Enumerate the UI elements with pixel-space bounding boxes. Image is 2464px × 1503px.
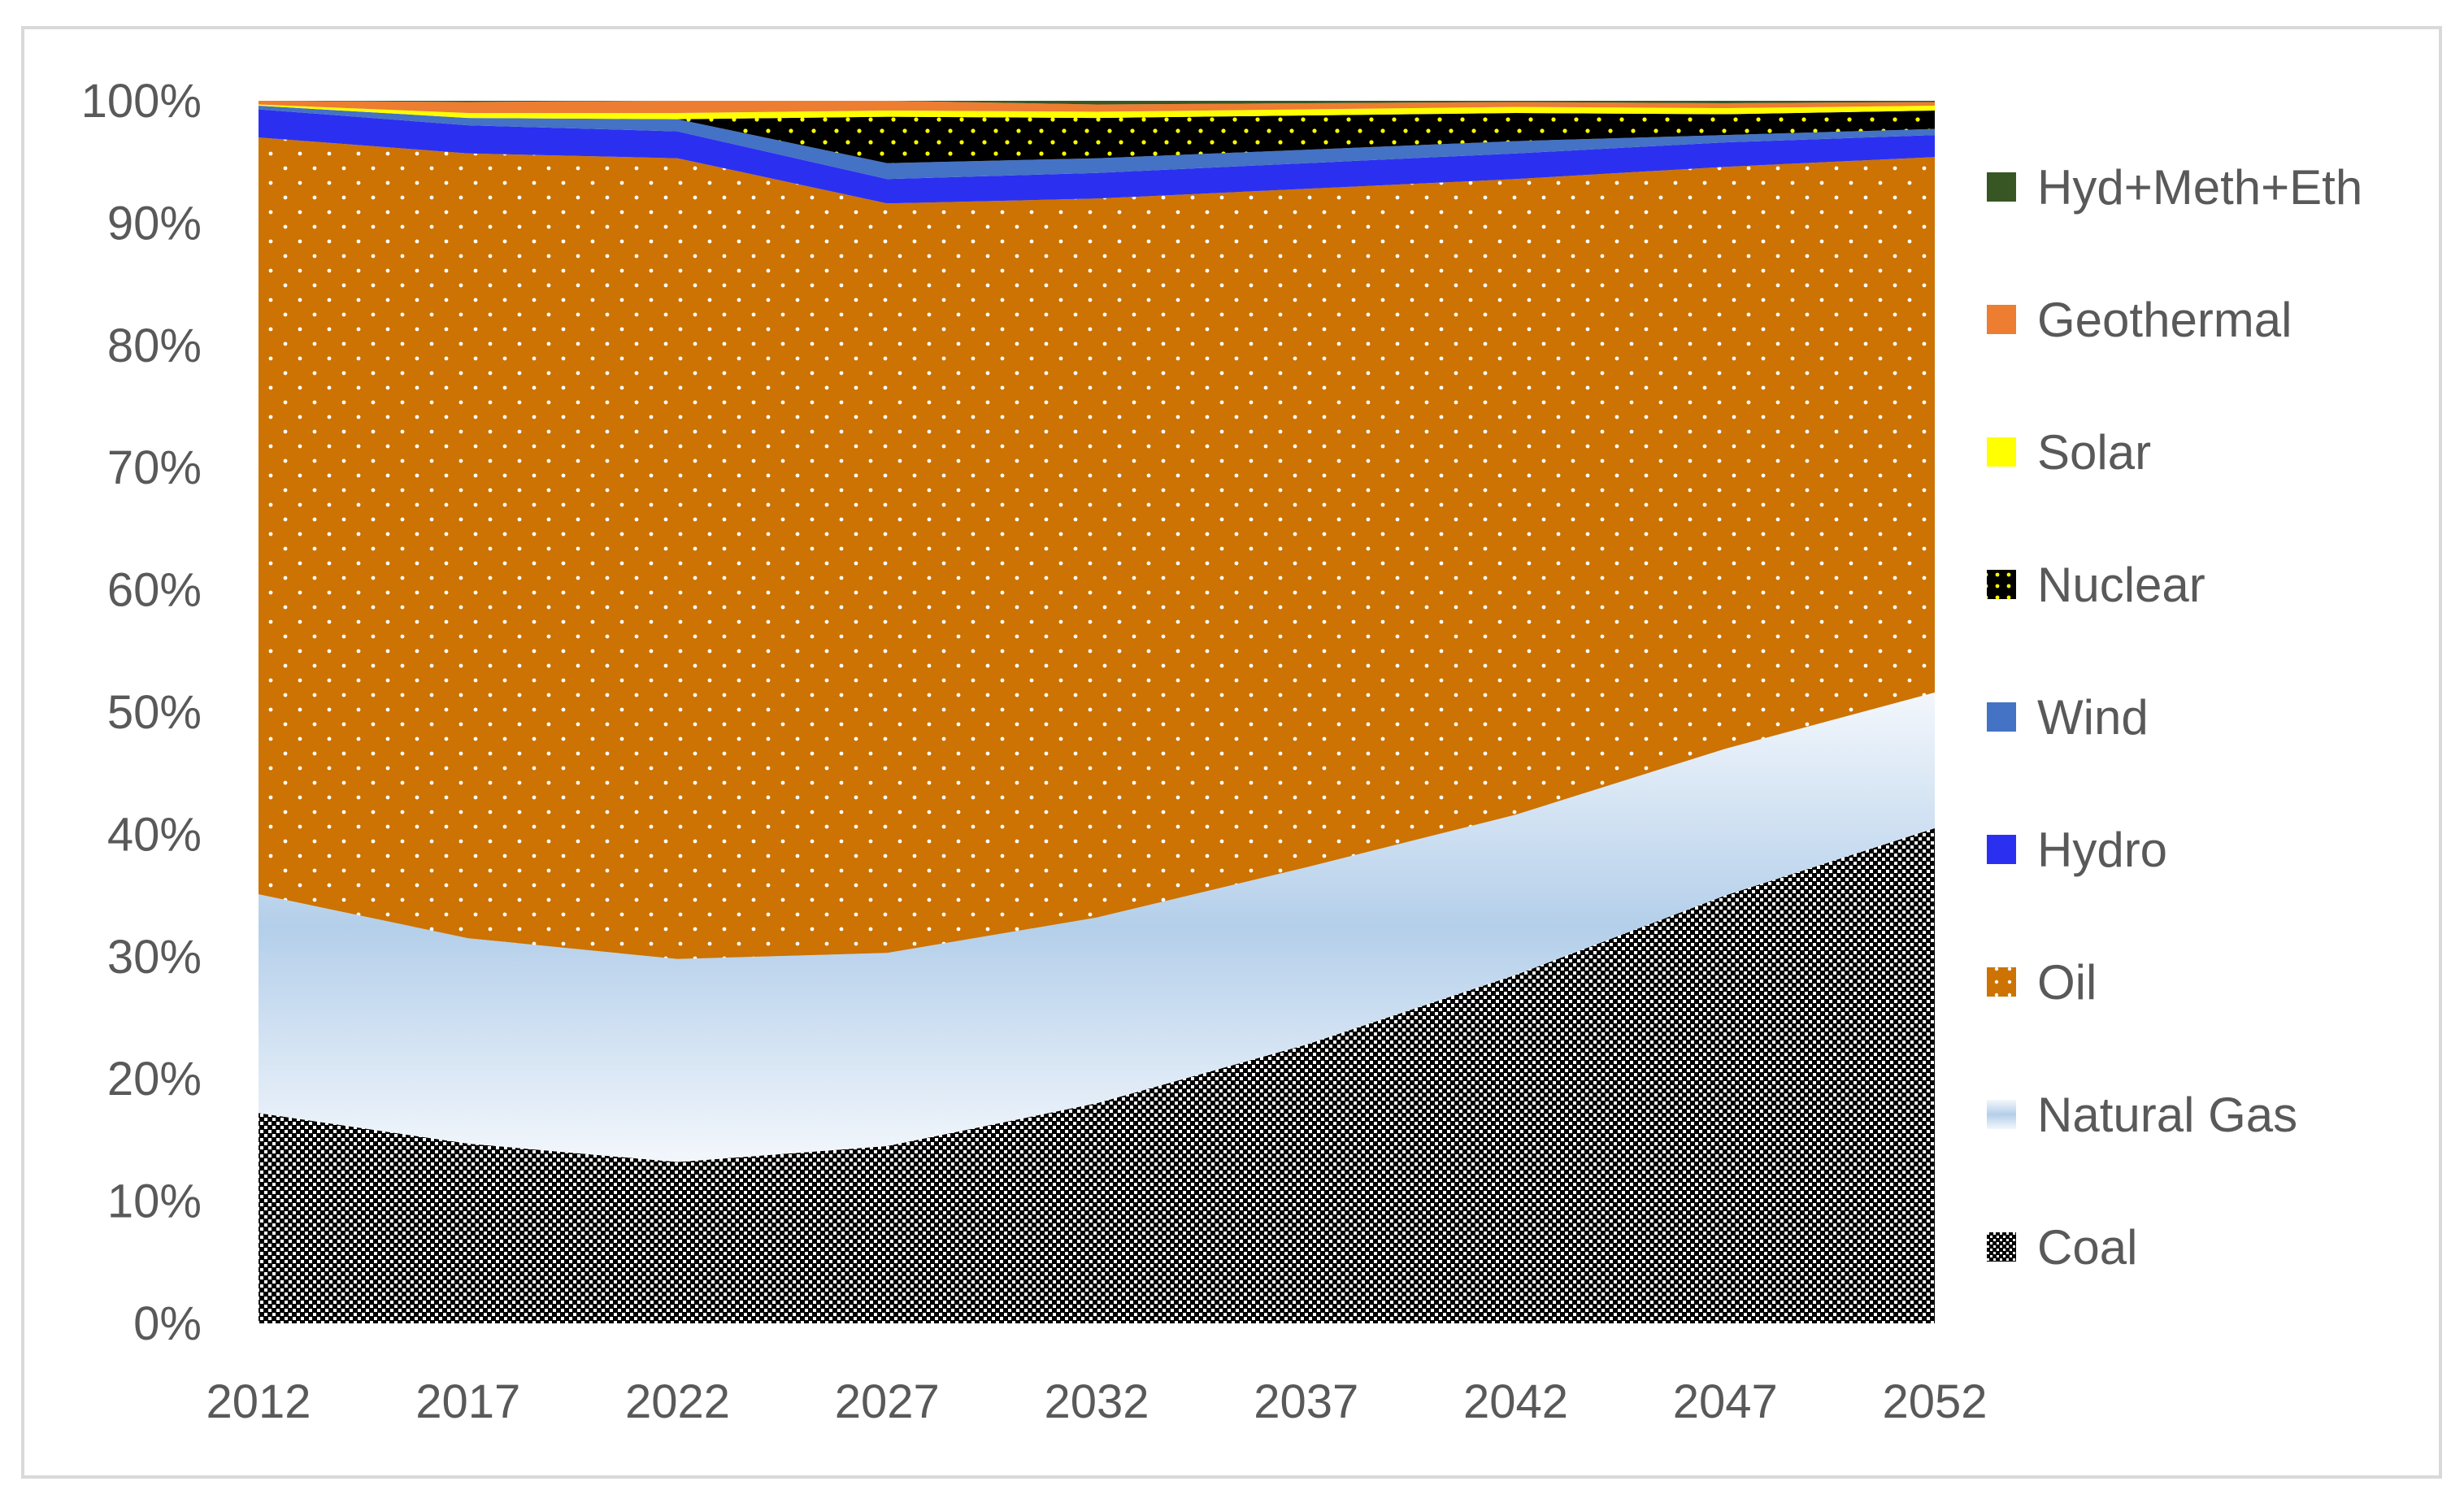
x-tick-label: 2022 — [625, 1375, 730, 1428]
area-hyd-meth-eth — [259, 101, 1935, 105]
legend-item-wind: Wind — [1987, 690, 2149, 745]
y-tick-label: 100% — [81, 75, 202, 128]
x-tick-label: 2042 — [1463, 1375, 1568, 1428]
y-tick-label: 20% — [107, 1053, 202, 1106]
legend-label: Hydro — [2037, 823, 2167, 877]
y-tick-label: 10% — [107, 1175, 202, 1228]
area-hydro — [259, 109, 1935, 204]
legend-swatch — [1987, 172, 2016, 202]
y-tick-label: 30% — [107, 931, 202, 984]
x-tick-label: 2027 — [835, 1375, 940, 1428]
area-wind — [259, 106, 1935, 180]
legend-label: Natural Gas — [2037, 1088, 2297, 1142]
area-nuclear — [259, 106, 1935, 163]
legend-label: Coal — [2037, 1220, 2137, 1275]
legend-swatch — [1987, 437, 2016, 467]
x-tick-label: 2052 — [1882, 1375, 1987, 1428]
x-axis: 2012 2017 2022 2027 2032 2037 2042 2047 2052 — [206, 1375, 1987, 1428]
legend-item-oil: Oil — [1987, 955, 2097, 1010]
legend-item-hydro: Hydro — [1987, 823, 2167, 877]
legend-swatch — [1987, 305, 2016, 334]
y-tick-label: 90% — [107, 197, 202, 250]
y-axis: 0% 10% 20% 30% 40% 50% 60% 70% 80% 90% 100% — [81, 75, 202, 1350]
legend: Hyd+Meth+Eth Geothermal Solar Nuclear Wind Hy… — [1987, 160, 2362, 1275]
area-natural-gas — [259, 692, 1935, 1162]
legend-item-nuclear: Nuclear — [1987, 558, 2205, 612]
y-tick-label: 40% — [107, 808, 202, 861]
y-tick-label: 60% — [107, 564, 202, 617]
y-tick-label: 0% — [133, 1297, 202, 1350]
x-tick-label: 2037 — [1254, 1375, 1358, 1428]
legend-swatch — [1987, 1232, 2016, 1262]
areas-layer — [259, 101, 1935, 1323]
legend-item-natural-gas: Natural Gas — [1987, 1088, 2297, 1142]
legend-label: Geothermal — [2037, 293, 2292, 347]
legend-swatch — [1987, 1100, 2016, 1129]
legend-label: Hyd+Meth+Eth — [2037, 160, 2362, 215]
x-tick-label: 2032 — [1044, 1375, 1149, 1428]
y-tick-label: 80% — [107, 319, 202, 372]
legend-label: Wind — [2037, 690, 2149, 745]
x-tick-label: 2017 — [415, 1375, 520, 1428]
x-tick-label: 2047 — [1673, 1375, 1778, 1428]
legend-label: Solar — [2037, 425, 2151, 480]
area-solar — [259, 104, 1935, 119]
legend-swatch — [1987, 967, 2016, 997]
legend-item-geothermal: Geothermal — [1987, 293, 2292, 347]
legend-swatch — [1987, 835, 2016, 864]
area-coal — [259, 828, 1935, 1323]
legend-item-hyd-meth-eth: Hyd+Meth+Eth — [1987, 160, 2362, 215]
area-oil — [259, 137, 1935, 959]
legend-item-coal: Coal — [1987, 1220, 2137, 1275]
legend-label: Oil — [2037, 955, 2097, 1010]
area-geothermal — [259, 101, 1935, 113]
legend-swatch — [1987, 570, 2016, 599]
y-tick-label: 50% — [107, 686, 202, 739]
legend-swatch — [1987, 702, 2016, 732]
y-tick-label: 70% — [107, 441, 202, 494]
x-tick-label: 2012 — [206, 1375, 311, 1428]
legend-label: Nuclear — [2037, 558, 2205, 612]
legend-item-solar: Solar — [1987, 425, 2151, 480]
